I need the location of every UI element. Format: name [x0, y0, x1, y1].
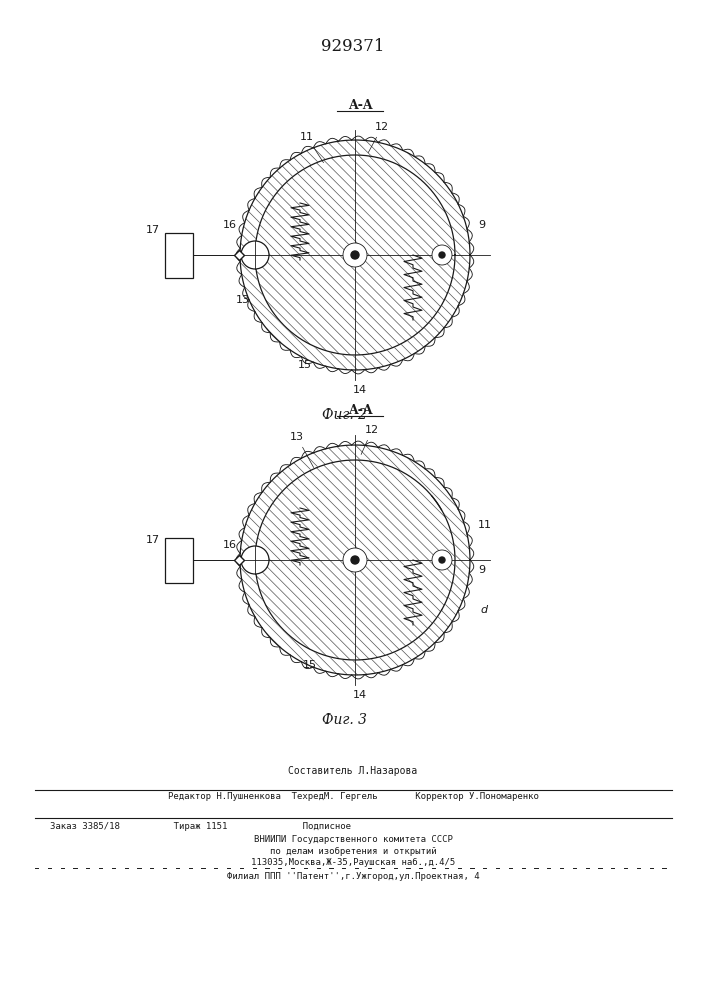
Bar	[165, 538, 193, 582]
Text: 113035,Москва,Ж-35,Раушская наб.,д.4/5: 113035,Москва,Ж-35,Раушская наб.,д.4/5	[251, 858, 455, 867]
Circle shape	[351, 556, 359, 564]
Circle shape	[255, 460, 455, 660]
Circle shape	[241, 546, 269, 574]
Text: по делам изобретения и открытий: по делам изобретения и открытий	[269, 847, 436, 856]
Text: 17: 17	[146, 535, 160, 545]
Text: Фиг. 3: Фиг. 3	[322, 713, 368, 727]
Text: 17: 17	[146, 225, 160, 235]
Circle shape	[439, 557, 445, 563]
Text: A-A: A-A	[348, 99, 373, 112]
Text: 15: 15	[303, 660, 317, 670]
Circle shape	[351, 251, 359, 259]
Text: 9: 9	[478, 220, 485, 230]
Text: 9: 9	[478, 565, 485, 575]
Text: 12: 12	[361, 425, 379, 454]
Text: 14: 14	[353, 690, 367, 700]
Text: Заказ 3385/18          Тираж 1151              Подписное: Заказ 3385/18 Тираж 1151 Подписное	[50, 822, 351, 831]
Text: 16: 16	[223, 540, 237, 550]
Circle shape	[432, 245, 452, 265]
Text: 13: 13	[290, 432, 314, 468]
Circle shape	[240, 445, 470, 675]
Circle shape	[439, 252, 445, 258]
Text: 14: 14	[353, 385, 367, 395]
Circle shape	[432, 550, 452, 570]
Text: Филиал ППП ''Патент'',г.Ужгород,ул.Проектная, 4: Филиал ППП ''Патент'',г.Ужгород,ул.Проек…	[227, 872, 479, 881]
Text: 11: 11	[300, 132, 324, 163]
Circle shape	[343, 243, 367, 267]
Circle shape	[343, 548, 367, 572]
Text: A-A: A-A	[348, 404, 373, 417]
Text: 15: 15	[298, 360, 312, 370]
Text: 13: 13	[236, 295, 250, 305]
Bar	[165, 232, 193, 277]
Text: Фиг. 2: Фиг. 2	[322, 408, 368, 422]
Circle shape	[240, 140, 470, 370]
Text: Составитель Л.Назарова: Составитель Л.Назарова	[288, 766, 418, 776]
Text: 929371: 929371	[321, 38, 385, 55]
Text: 16: 16	[223, 220, 237, 230]
Text: ВНИИПИ Государственного комитета СССР: ВНИИПИ Государственного комитета СССР	[254, 835, 452, 844]
Circle shape	[255, 155, 455, 355]
Circle shape	[241, 241, 269, 269]
Text: 11: 11	[478, 520, 492, 530]
Text: 12: 12	[368, 122, 389, 153]
Text: d: d	[480, 605, 487, 615]
Text: Редактор Н.Пушненкова  ТехредМ. Гергель       Корректор У.Пономаренко: Редактор Н.Пушненкова ТехредМ. Гергель К…	[168, 792, 539, 801]
